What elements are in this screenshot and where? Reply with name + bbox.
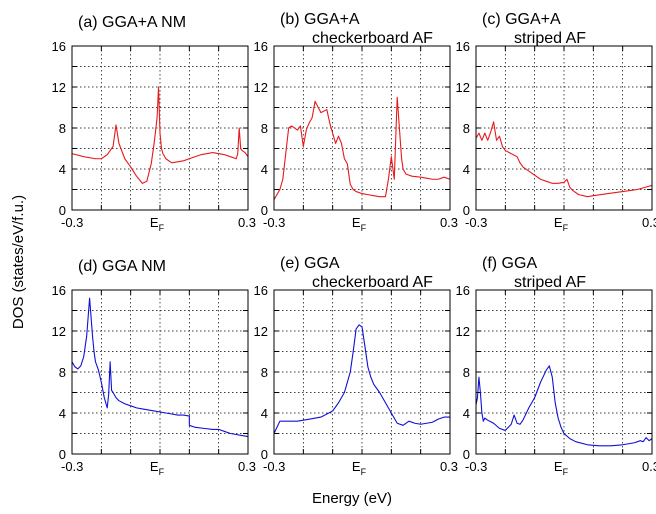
x-tick-label: -0.3 <box>61 215 83 230</box>
panel-c: 0 4 8 12 16 -0.3 0.3 EF (c) GGA+A striped AF <box>456 11 656 233</box>
series-line-f <box>475 365 653 447</box>
panel-label-c-line2: striped AF <box>514 30 586 47</box>
panel-b: 0 4 8 12 16 -0.3 0.3 EF (b) GGA+A checkerboard AF <box>254 11 459 233</box>
x-tick-label: 0.3 <box>238 459 256 474</box>
y-tick-label: 0 <box>463 447 470 462</box>
y-tick-label: 16 <box>254 283 268 298</box>
y-tick-label: 8 <box>261 121 268 136</box>
fermi-level-label: EF <box>554 215 569 233</box>
panel-label-f-line2: striped AF <box>514 274 586 291</box>
fermi-level-subscript: F <box>563 223 569 233</box>
y-tick-label: 16 <box>52 39 66 54</box>
y-tick-label: 12 <box>52 80 66 95</box>
x-tick-label: 0.3 <box>238 215 256 230</box>
y-tick-label: 16 <box>456 39 470 54</box>
panel-f: 0 4 8 12 16 -0.3 0.3 EF (f) GGA striped AF <box>456 255 656 477</box>
fermi-level-label: EF <box>352 459 367 477</box>
y-tick-label: 0 <box>463 203 470 218</box>
plot-frame <box>71 289 249 455</box>
fermi-level-subscript: F <box>361 467 367 477</box>
y-tick-label: 16 <box>254 39 268 54</box>
panel-label-d: (d) GGA NM <box>78 258 166 275</box>
y-tick-label: 12 <box>254 324 268 339</box>
x-tick-label: 0.3 <box>440 459 458 474</box>
y-axis-label: DOS (states/eV/f.u.) <box>10 195 27 329</box>
y-tick-label: 4 <box>261 406 268 421</box>
y-tick-label: 8 <box>463 121 470 136</box>
fermi-level-label: EF <box>150 459 165 477</box>
panel-label-b-line2: checkerboard AF <box>312 30 433 47</box>
y-tick-label: 8 <box>261 365 268 380</box>
fermi-level-label: EF <box>554 459 569 477</box>
panel-label-b: (b) GGA+A <box>280 11 360 28</box>
plot-frame <box>71 45 249 211</box>
x-tick-label: -0.3 <box>61 459 83 474</box>
y-tick-label: 4 <box>463 162 470 177</box>
y-tick-label: 16 <box>456 283 470 298</box>
fermi-level-label: EF <box>150 215 165 233</box>
plot-frame <box>475 45 653 211</box>
series-line-a <box>71 86 249 184</box>
y-tick-label: 0 <box>261 203 268 218</box>
plot-frame <box>475 289 653 455</box>
y-tick-label: 12 <box>456 80 470 95</box>
y-tick-label: 4 <box>261 162 268 177</box>
y-tick-label: 12 <box>52 324 66 339</box>
y-tick-label: 8 <box>463 365 470 380</box>
panel-label-e-line2: checkerboard AF <box>312 274 433 291</box>
fermi-level-subscript: F <box>361 223 367 233</box>
x-tick-label: 0.3 <box>642 459 656 474</box>
series-line-d <box>71 297 249 438</box>
y-tick-label: 12 <box>254 80 268 95</box>
x-tick-label: 0.3 <box>440 215 458 230</box>
x-tick-label: 0.3 <box>642 215 656 230</box>
y-tick-label: 16 <box>52 283 66 298</box>
plot-frame <box>273 45 451 211</box>
fermi-level-subscript: F <box>159 223 165 233</box>
x-tick-label: -0.3 <box>465 459 487 474</box>
series-line-c <box>475 121 653 198</box>
y-tick-label: 4 <box>59 406 66 421</box>
panel-label-e: (e) GGA <box>280 255 340 272</box>
panel-label-a: (a) GGA+A NM <box>78 14 186 31</box>
fermi-level-label: EF <box>352 215 367 233</box>
series-line-e <box>273 324 450 434</box>
y-tick-label: 8 <box>59 365 66 380</box>
panel-label-c: (c) GGA+A <box>482 11 561 28</box>
y-tick-label: 8 <box>59 121 66 136</box>
fermi-level-subscript: F <box>563 467 569 477</box>
panel-a: 0 4 8 12 16 -0.3 0.3 EF (a) GGA+A NM <box>52 14 257 233</box>
y-tick-label: 0 <box>59 203 66 218</box>
x-axis-label: Energy (eV) <box>312 490 392 507</box>
panel-label-f: (f) GGA <box>482 255 537 272</box>
series-line-b <box>273 96 451 201</box>
plot-frame <box>273 289 451 455</box>
x-tick-label: -0.3 <box>263 459 285 474</box>
panel-e: 0 4 8 12 16 -0.3 0.3 EF (e) GGA checkerboard AF <box>254 255 459 477</box>
fermi-level-subscript: F <box>159 467 165 477</box>
y-tick-label: 0 <box>59 447 66 462</box>
y-tick-label: 12 <box>456 324 470 339</box>
y-tick-label: 4 <box>59 162 66 177</box>
x-tick-label: -0.3 <box>465 215 487 230</box>
panel-d: 0 4 8 12 16 -0.3 0.3 EF (d) GGA NM <box>52 258 257 477</box>
x-tick-label: -0.3 <box>263 215 285 230</box>
y-tick-label: 0 <box>261 447 268 462</box>
y-tick-label: 4 <box>463 406 470 421</box>
